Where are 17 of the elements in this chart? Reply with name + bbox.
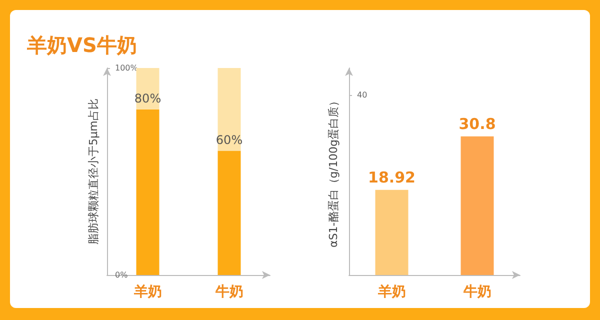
y-tick-label: 0% (115, 270, 128, 280)
bar (218, 68, 241, 151)
y-axis-title: 脂肪球颗粒直径小于5μm占比 (87, 98, 100, 244)
data-label: 60% (216, 132, 243, 147)
x-tick-label: 牛奶 (462, 284, 492, 300)
x-tick-label: 羊奶 (132, 284, 162, 300)
y-tick-label: 40 (357, 90, 368, 100)
data-label: 30.8 (458, 114, 496, 133)
bar (218, 150, 241, 275)
data-label: 80% (134, 91, 162, 106)
y-tick-label: 100% (115, 64, 138, 72)
y-axis-title: αS1-酪蛋白（g/100g蛋白质） (327, 96, 340, 248)
bar (136, 109, 160, 275)
chart-title: 羊奶VS牛奶 (26, 33, 137, 57)
x-tick-label: 牛奶 (214, 284, 244, 300)
x-tick-label: 羊奶 (376, 284, 406, 300)
data-label: 18.92 (368, 168, 416, 186)
